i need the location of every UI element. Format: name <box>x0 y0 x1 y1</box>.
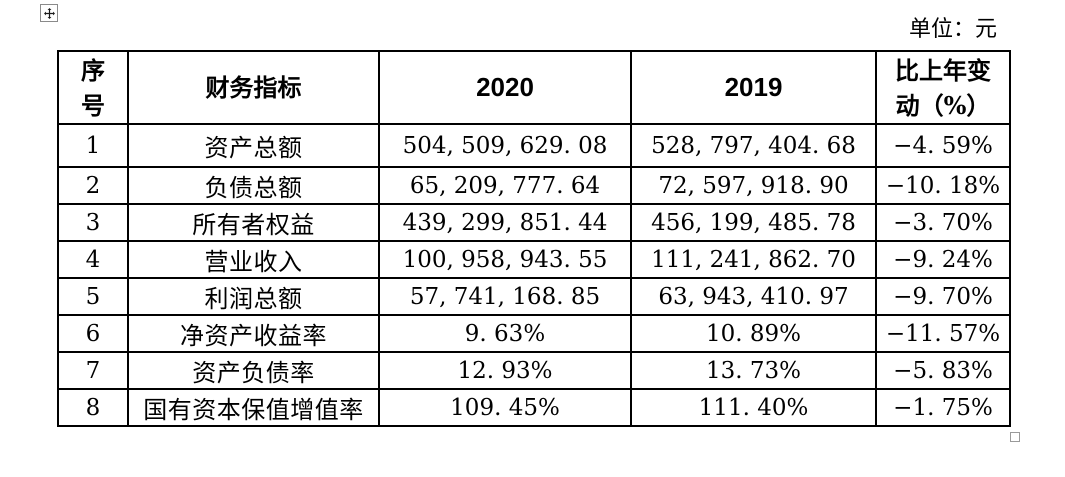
cell-2020: 109. 45% <box>378 388 632 427</box>
cell-2019: 13. 73% <box>630 351 877 390</box>
cell-2019: 72, 597, 918. 90 <box>630 166 877 205</box>
cell-2019: 528, 797, 404. 68 <box>630 123 877 168</box>
cell-indicator: 净资产收益率 <box>127 314 380 353</box>
cell-2020: 57, 741, 168. 85 <box>378 277 632 316</box>
unit-label: 单位：元 <box>908 17 997 42</box>
cell-change: −5. 83% <box>875 351 1011 390</box>
cell-change: −9. 70% <box>875 277 1011 316</box>
header-row: 序 号 财务指标 2020 2019 比上年变 动（%） <box>57 50 1011 125</box>
table-row: 7 资产负债率 12. 93% 13. 73% −5. 83% <box>57 351 1011 390</box>
cell-seq: 6 <box>57 314 129 353</box>
move-icon <box>43 7 55 19</box>
cell-change: −9. 24% <box>875 240 1011 279</box>
cell-indicator: 资产总额 <box>127 123 380 168</box>
table-row: 5 利润总额 57, 741, 168. 85 63, 943, 410. 97… <box>57 277 1011 316</box>
cell-2020: 504, 509, 629. 08 <box>378 123 632 168</box>
financial-indicators-table: 序 号 财务指标 2020 2019 比上年变 动（%） 1 资产总额 504,… <box>57 50 1011 427</box>
table-move-handle[interactable] <box>40 4 58 22</box>
cell-2019: 111. 40% <box>630 388 877 427</box>
table-row: 2 负债总额 65, 209, 777. 64 72, 597, 918. 90… <box>57 166 1011 205</box>
cell-seq: 7 <box>57 351 129 390</box>
cell-seq: 2 <box>57 166 129 205</box>
cell-change: −11. 57% <box>875 314 1011 353</box>
cell-seq: 1 <box>57 123 129 168</box>
col-header-2019: 2019 <box>630 50 877 125</box>
cell-indicator: 资产负债率 <box>127 351 380 390</box>
cell-2020: 439, 299, 851. 44 <box>378 203 632 242</box>
table-row: 6 净资产收益率 9. 63% 10. 89% −11. 57% <box>57 314 1011 353</box>
cell-2019: 10. 89% <box>630 314 877 353</box>
cell-indicator: 所有者权益 <box>127 203 380 242</box>
cell-2020: 12. 93% <box>378 351 632 390</box>
table-resize-handle[interactable] <box>1010 432 1020 442</box>
cell-indicator: 负债总额 <box>127 166 380 205</box>
cell-indicator: 营业收入 <box>127 240 380 279</box>
table-row: 1 资产总额 504, 509, 629. 08 528, 797, 404. … <box>57 123 1011 168</box>
col-header-change: 比上年变 动（%） <box>875 50 1011 125</box>
table-row: 3 所有者权益 439, 299, 851. 44 456, 199, 485.… <box>57 203 1011 242</box>
cell-change: −4. 59% <box>875 123 1011 168</box>
cell-2019: 456, 199, 485. 78 <box>630 203 877 242</box>
cell-change: −3. 70% <box>875 203 1011 242</box>
col-header-seq: 序 号 <box>57 50 129 125</box>
cell-2020: 9. 63% <box>378 314 632 353</box>
cell-seq: 3 <box>57 203 129 242</box>
cell-indicator: 国有资本保值增值率 <box>127 388 380 427</box>
col-header-indicator: 财务指标 <box>127 50 380 125</box>
cell-seq: 5 <box>57 277 129 316</box>
cell-change: −1. 75% <box>875 388 1011 427</box>
cell-seq: 4 <box>57 240 129 279</box>
cell-2019: 63, 943, 410. 97 <box>630 277 877 316</box>
cell-2019: 111, 241, 862. 70 <box>630 240 877 279</box>
cell-indicator: 利润总额 <box>127 277 380 316</box>
cell-change: −10. 18% <box>875 166 1011 205</box>
table-row: 8 国有资本保值增值率 109. 45% 111. 40% −1. 75% <box>57 388 1011 427</box>
col-header-2020: 2020 <box>378 50 632 125</box>
cell-seq: 8 <box>57 388 129 427</box>
table-row: 4 营业收入 100, 958, 943. 55 111, 241, 862. … <box>57 240 1011 279</box>
cell-2020: 100, 958, 943. 55 <box>378 240 632 279</box>
cell-2020: 65, 209, 777. 64 <box>378 166 632 205</box>
